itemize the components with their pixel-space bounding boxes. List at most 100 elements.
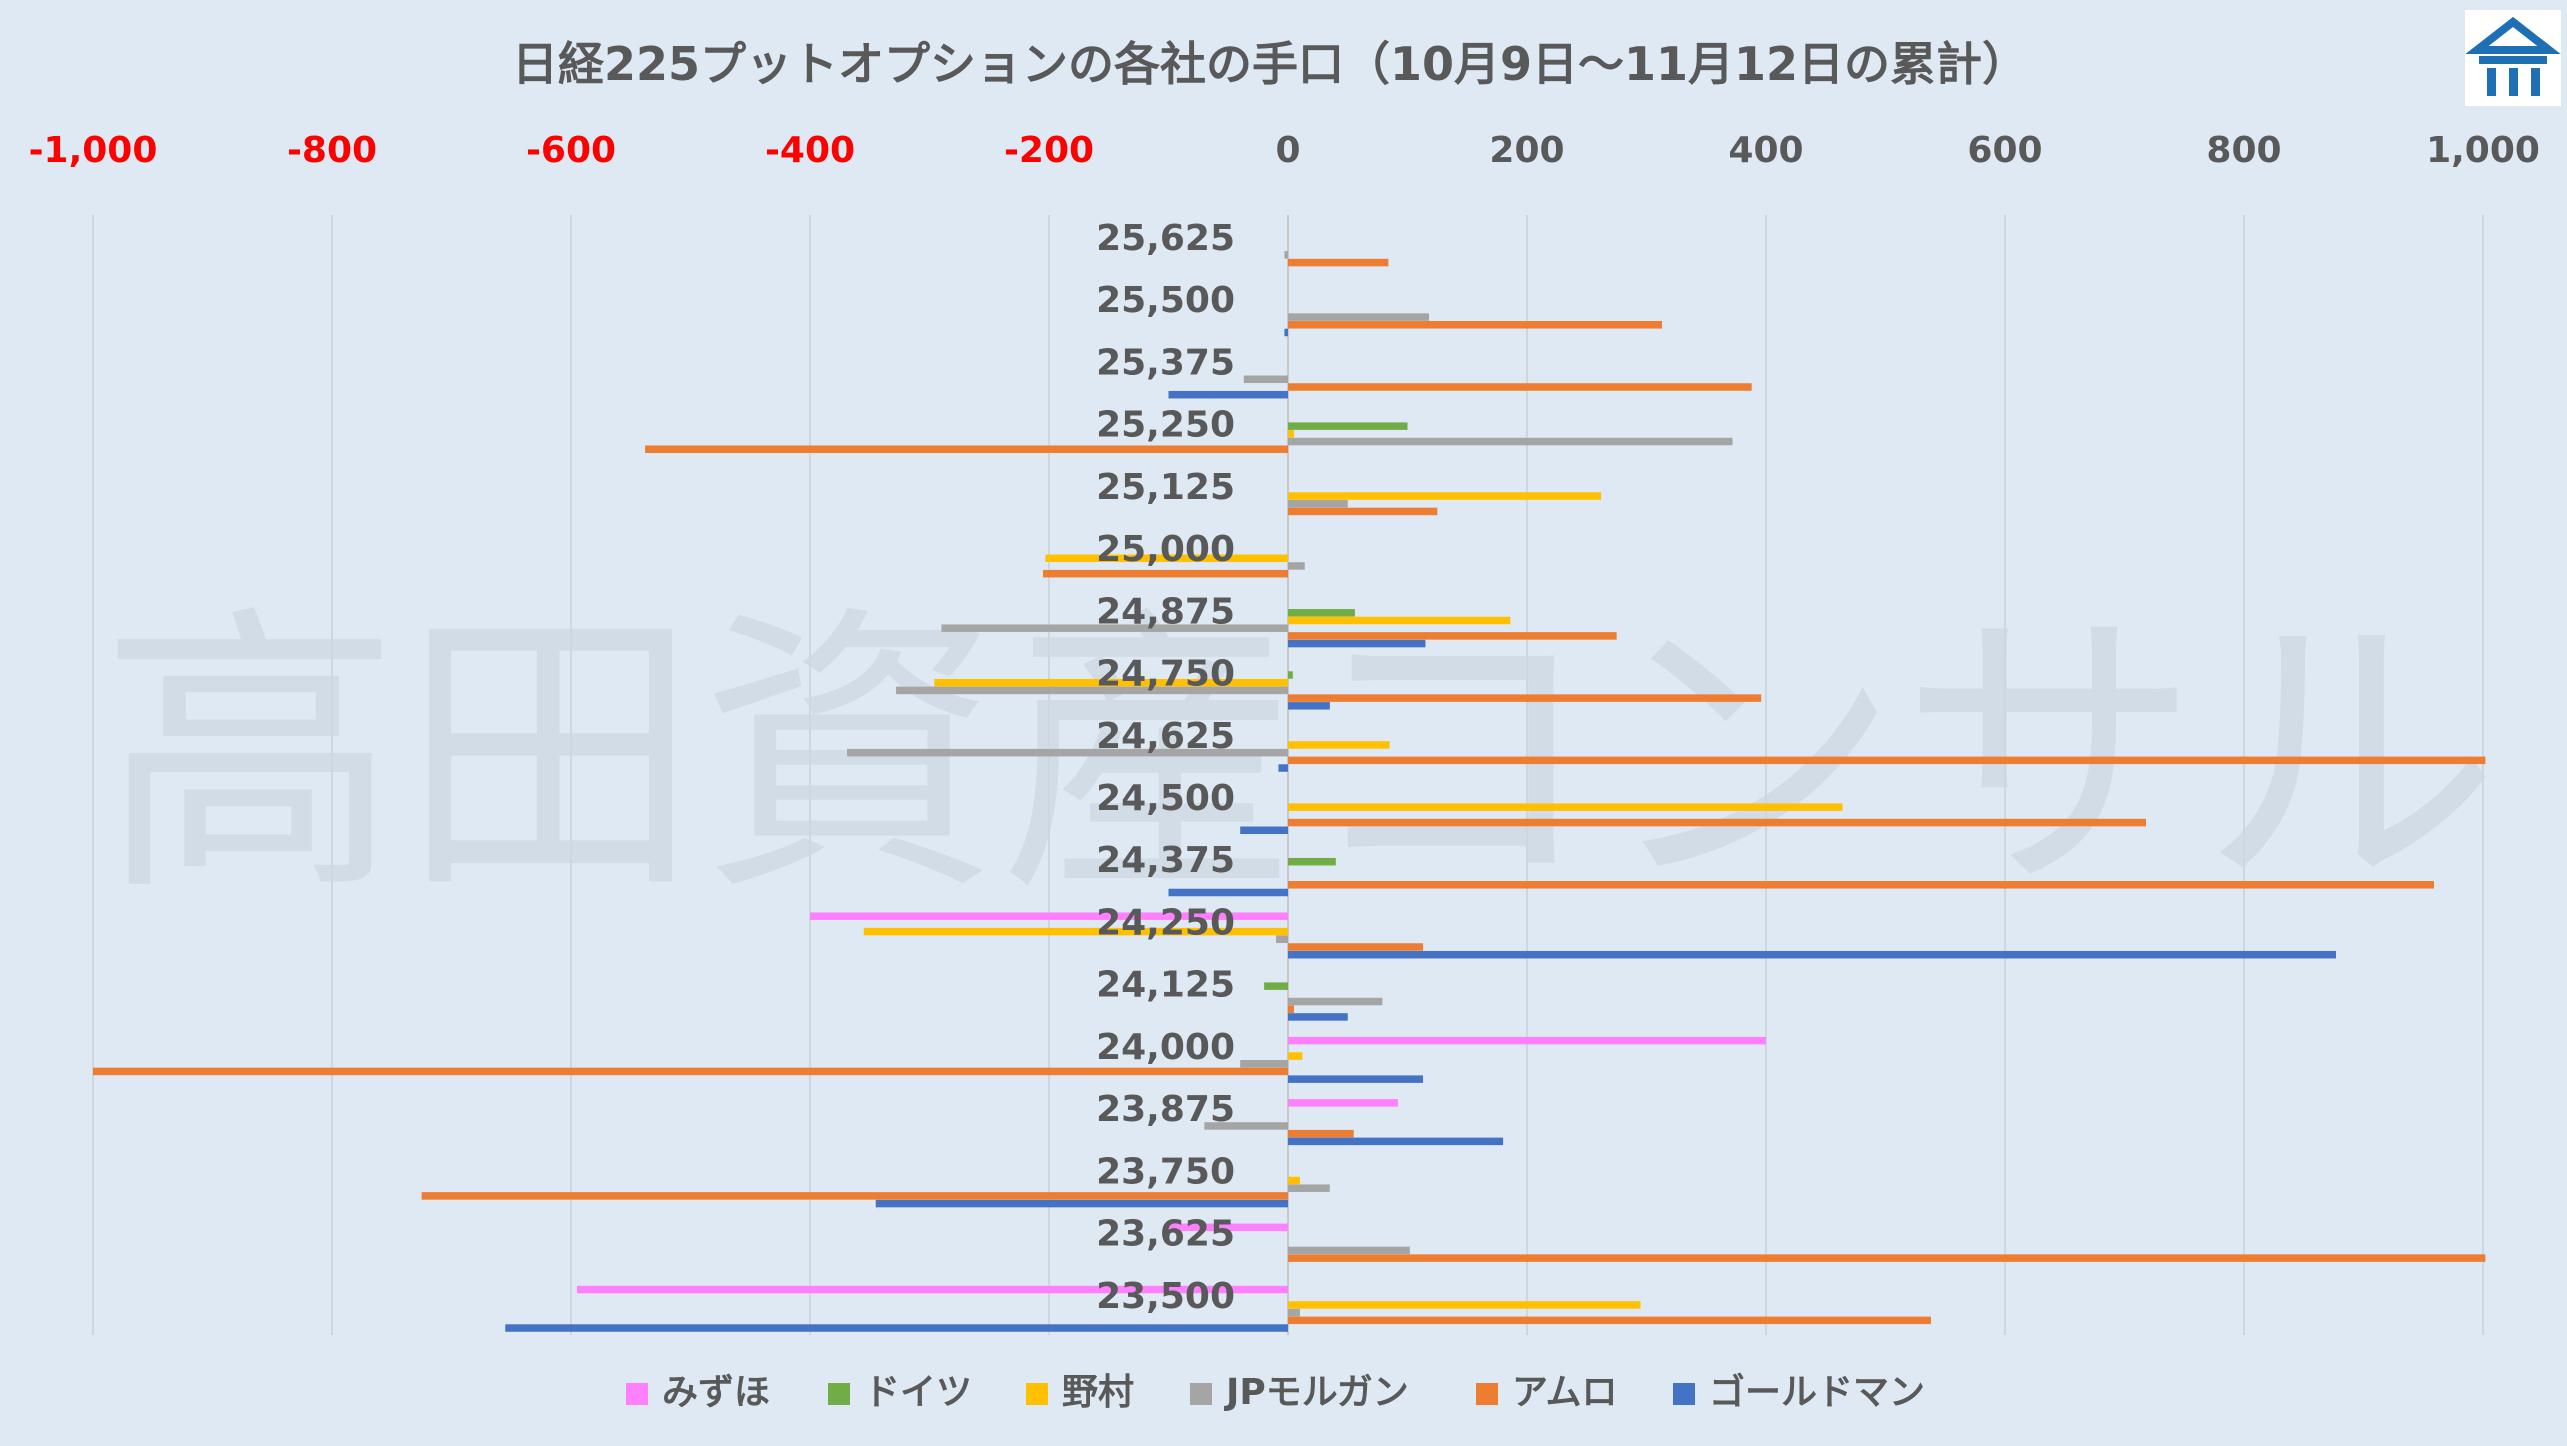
bar [1288,1013,1348,1021]
logo-beam [2479,56,2547,64]
category-label: 23,500 [1096,1276,1235,1317]
bar [1288,1005,1294,1013]
bar [1288,702,1330,710]
x-tick-label: 600 [1967,130,2042,171]
legend-label[interactable]: みずほ [662,1372,770,1413]
bar [1288,639,1426,648]
bar [875,1199,1288,1208]
bar [1288,741,1390,749]
bar [1288,313,1430,321]
legend-label[interactable]: ゴールドマン [1709,1371,1925,1413]
bar [93,1067,1288,1076]
bar [1288,321,1663,329]
bar [1288,1099,1398,1107]
legend-swatch[interactable] [1673,1383,1695,1405]
bar [1288,632,1617,640]
bar [1288,609,1355,617]
x-tick-label: -800 [287,130,377,171]
bar [1288,997,1383,1006]
bar [1276,935,1288,944]
legend-swatch[interactable] [1026,1383,1048,1405]
bar [1288,671,1293,679]
category-label: 25,375 [1096,342,1235,383]
bar [421,1192,1288,1200]
x-tick-label: 400 [1728,130,1803,171]
bar [810,912,1288,920]
bar [1288,1052,1303,1060]
bar [1168,888,1288,897]
bar [1243,375,1288,384]
bar [1288,857,1336,866]
bar [1288,616,1511,625]
category-label: 23,750 [1096,1151,1235,1192]
bar [1288,943,1424,951]
category-label: 25,250 [1096,405,1235,446]
bar [1288,1036,1766,1045]
bar [1240,1060,1288,1068]
legend-label[interactable]: ドイツ [864,1372,972,1413]
legend-label[interactable]: アムロ [1512,1372,1617,1413]
bar [847,748,1288,757]
bar [1288,1308,1300,1317]
legend-label[interactable]: JPモルガン [1223,1372,1409,1413]
bar [1288,1137,1504,1146]
bar [1045,554,1288,563]
category-label: 25,500 [1096,280,1235,321]
bar [1288,430,1294,438]
bar [1284,328,1288,337]
bar [1264,982,1288,990]
bar [576,1285,1288,1294]
legend-label[interactable]: 野村 [1062,1372,1134,1413]
bar [1168,390,1288,399]
legend-swatch[interactable] [1190,1383,1212,1405]
legend-swatch[interactable] [626,1383,648,1405]
legend-swatch[interactable] [1476,1383,1498,1405]
category-label: 24,875 [1096,591,1235,632]
bar [1288,507,1438,516]
bar [1284,251,1288,259]
x-tick-label: -200 [1004,130,1094,171]
bar [1288,756,2486,765]
category-label: 24,375 [1096,840,1235,881]
x-tick-label: 1,000 [2426,130,2540,171]
bar [1278,764,1288,772]
x-axis-ticks: -1,000 -800 -600 -400 -200 0 200 400 600 800 1,000 [29,130,2540,171]
bar [1240,826,1288,835]
category-label: 25,125 [1096,467,1235,508]
category-label: 24,000 [1096,1027,1235,1068]
bar [1288,1301,1641,1309]
category-label: 23,875 [1096,1089,1235,1130]
bar [1288,881,2435,889]
category-label: 24,125 [1096,965,1235,1006]
legend-swatch[interactable] [828,1383,850,1405]
category-label: 25,000 [1096,529,1235,570]
bar [1288,422,1408,430]
bar [1288,437,1733,446]
bar [1288,1129,1354,1138]
bar [1288,500,1348,508]
category-label: 23,625 [1096,1214,1235,1255]
logo-column [2531,68,2540,96]
logo-column [2487,68,2496,96]
bar [1288,1254,2486,1262]
bar [863,927,1288,936]
bar [1043,569,1288,578]
bar [1288,1316,1931,1325]
bar [1288,1184,1330,1192]
bar [941,624,1288,632]
bar [1288,803,1843,811]
bar [1288,818,2147,827]
bar [1204,1122,1288,1130]
bar [1288,1075,1424,1083]
logo-column [2509,68,2518,96]
category-label: 24,500 [1096,778,1235,819]
bar [1288,694,1762,702]
bar [1288,383,1752,391]
bar [1288,492,1602,500]
legend[interactable]: みずほ ドイツ 野村 JPモルガン アムロ ゴールドマン [626,1371,1925,1413]
x-tick-label: -1,000 [29,130,158,171]
bar [1288,1176,1300,1185]
x-tick-label: 200 [1489,130,1564,171]
